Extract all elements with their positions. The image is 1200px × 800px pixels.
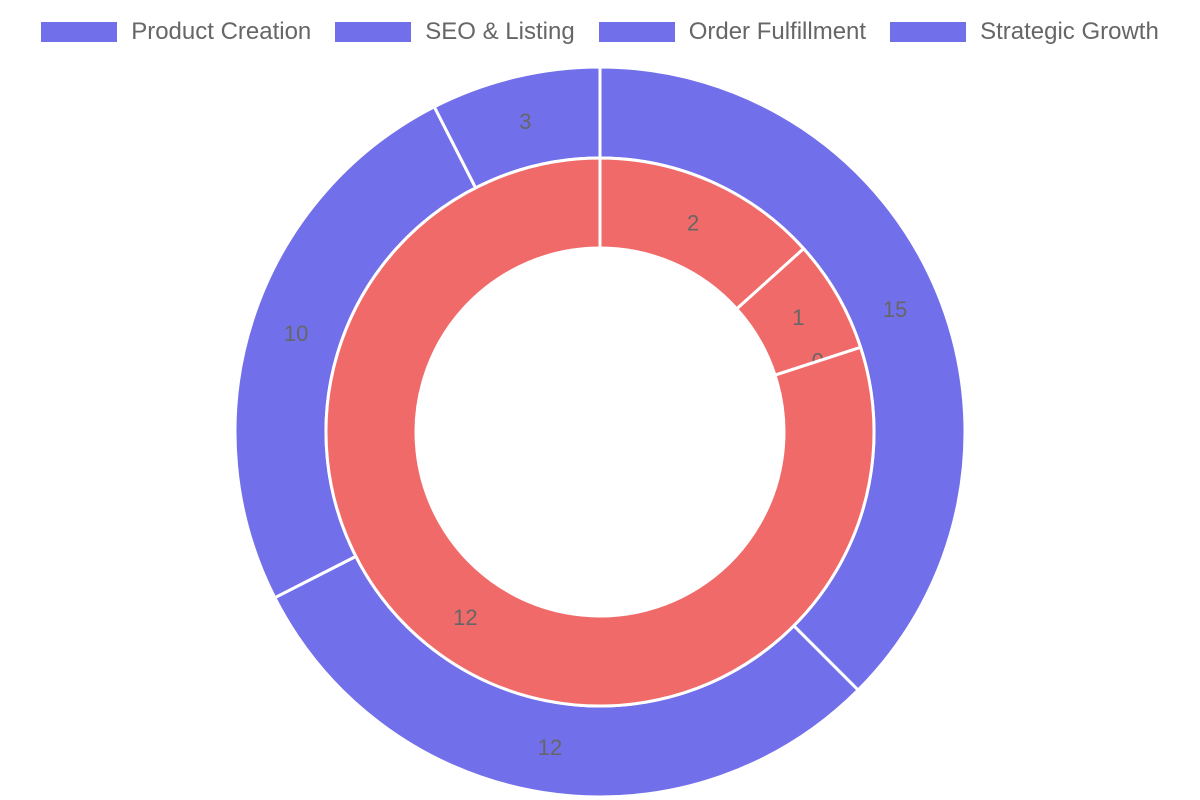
- legend-item[interactable]: SEO & Listing: [335, 18, 575, 46]
- inner-ring-value-label: 1: [792, 305, 804, 330]
- legend-swatch: [598, 22, 675, 42]
- legend-item[interactable]: Order Fulfillment: [598, 18, 867, 46]
- legend-item[interactable]: Strategic Growth: [890, 18, 1159, 46]
- legend-label: Strategic Growth: [980, 18, 1159, 45]
- legend-swatch: [335, 22, 412, 42]
- outer-ring-value-label: 3: [519, 109, 531, 134]
- legend-label: Product Creation: [131, 18, 312, 45]
- legend-swatch: [890, 22, 967, 42]
- chart-legend: Product Creation SEO & Listing Order Fulfi…: [0, 17, 1200, 47]
- legend-label: Order Fulfillment: [688, 18, 867, 45]
- inner-ring-slice[interactable]: [324, 156, 876, 708]
- outer-ring-value-label: 12: [538, 735, 562, 760]
- legend-item[interactable]: Product Creation: [41, 18, 311, 46]
- legend-swatch: [41, 22, 118, 42]
- inner-ring-value-label: 12: [453, 605, 477, 630]
- legend-label: SEO & Listing: [425, 18, 575, 45]
- outer-ring-value-label: 15: [883, 297, 907, 322]
- inner-ring-value-label: 2: [687, 210, 699, 235]
- outer-ring-value-label: 10: [284, 321, 308, 346]
